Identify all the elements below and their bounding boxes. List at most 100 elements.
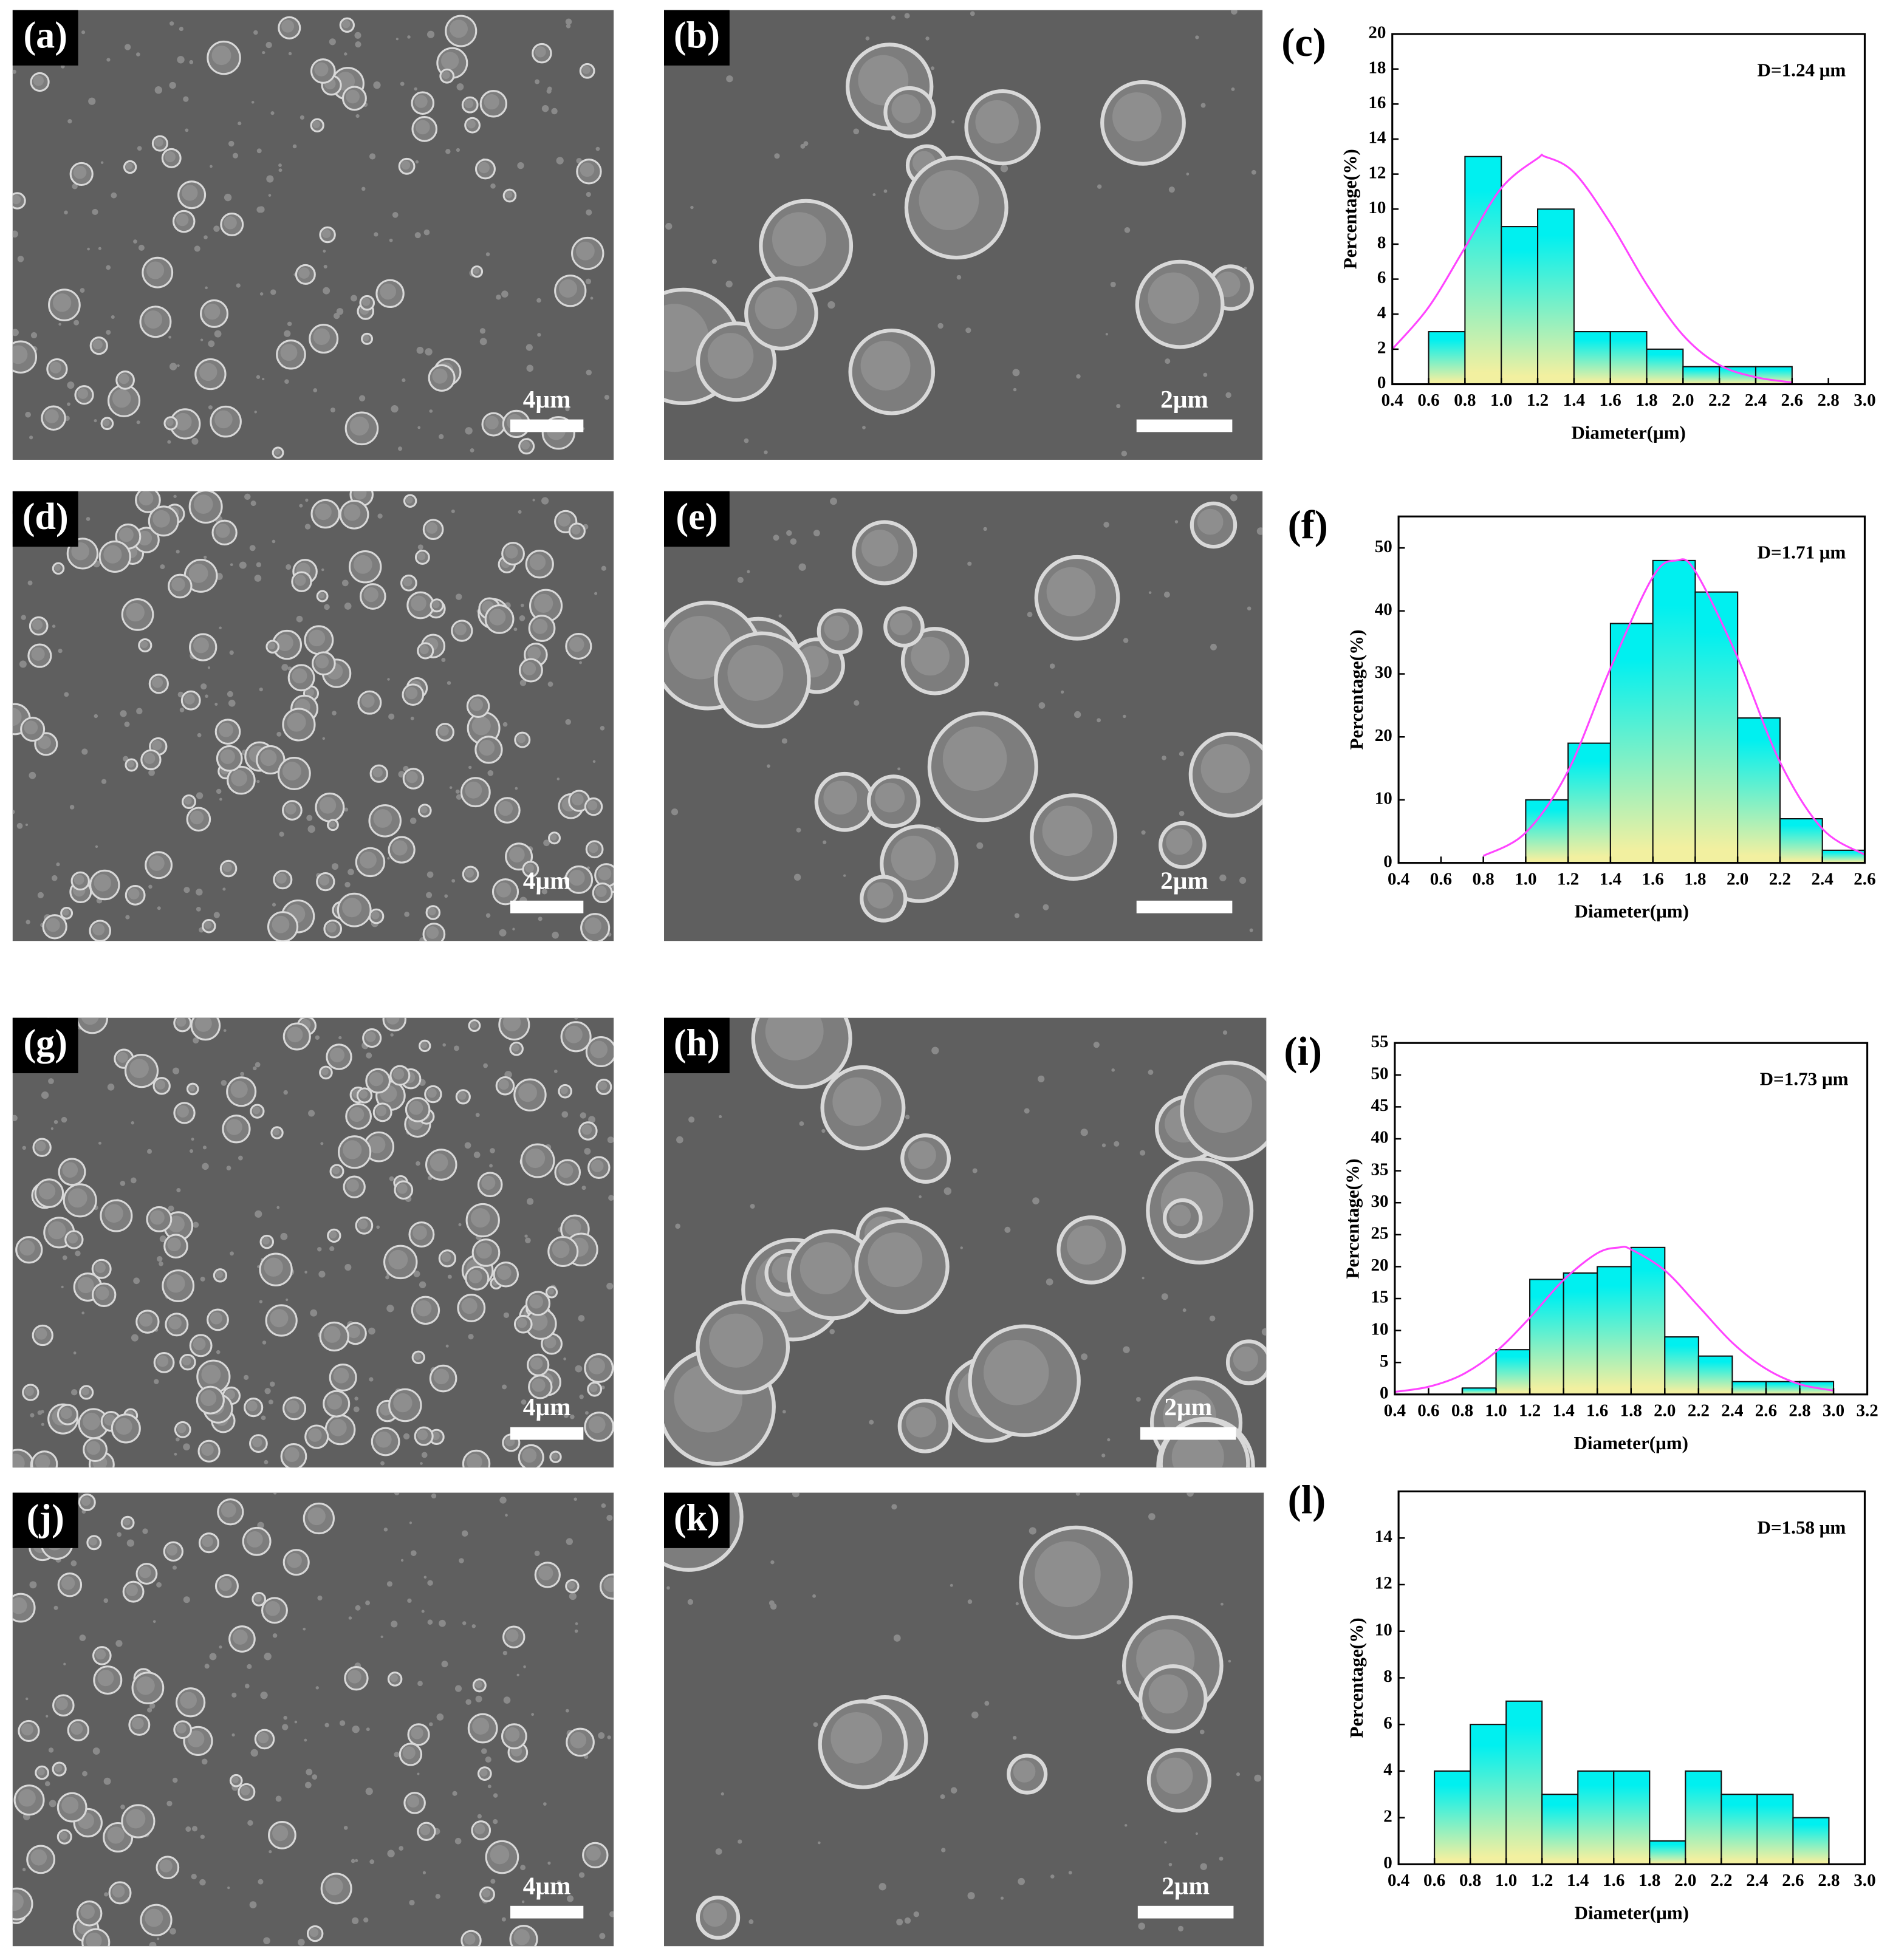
- particle-shade: [558, 279, 578, 298]
- dot: [189, 1149, 194, 1153]
- particle-shade: [580, 162, 595, 177]
- particle-shade: [313, 328, 330, 346]
- particle-shade: [273, 1129, 280, 1136]
- particle-shade: [103, 419, 110, 426]
- particle-shade: [365, 1031, 376, 1042]
- particle-shade: [390, 1674, 398, 1682]
- dot: [862, 426, 866, 429]
- dot: [521, 1399, 527, 1405]
- dot: [1075, 1492, 1080, 1496]
- dot: [229, 650, 234, 655]
- dot: [149, 1941, 157, 1947]
- dot: [324, 1723, 329, 1727]
- particle-shade: [571, 793, 584, 806]
- dot: [823, 840, 827, 844]
- particle-shade: [468, 1269, 482, 1283]
- y-tick-label: 12: [1375, 1574, 1392, 1593]
- particle-shade: [126, 603, 145, 622]
- x-tick-label: 2.8: [1818, 1871, 1840, 1890]
- particle-shade: [210, 1312, 223, 1325]
- particle-shade: [55, 1698, 68, 1710]
- particle-shade: [525, 863, 534, 873]
- dot: [607, 1136, 614, 1144]
- dot: [27, 580, 33, 586]
- dot: [956, 275, 962, 280]
- dot: [487, 770, 494, 776]
- dot: [125, 915, 130, 920]
- x-tick-label: 2.2: [1769, 869, 1791, 889]
- particle-shade: [983, 1339, 1049, 1405]
- particle-shade: [329, 821, 335, 828]
- dot: [1076, 374, 1081, 379]
- dot: [205, 694, 208, 698]
- dot: [865, 36, 870, 41]
- dot: [103, 1777, 111, 1785]
- dot: [254, 411, 257, 414]
- particle-shade: [522, 1448, 537, 1463]
- particle-shade: [287, 1026, 303, 1043]
- particle-shade: [432, 368, 448, 384]
- particle-shade: [534, 593, 553, 613]
- dot: [147, 1149, 152, 1154]
- dot: [1097, 718, 1101, 723]
- bar: [1664, 1336, 1699, 1395]
- dot: [799, 1121, 804, 1126]
- bar: [1609, 623, 1654, 864]
- dot: [391, 405, 399, 413]
- y-tick-label: 8: [1383, 1667, 1392, 1686]
- particle-shade: [765, 1017, 824, 1060]
- particle-shade: [799, 1242, 852, 1295]
- dot: [976, 842, 984, 849]
- x-tick-label: 1.4: [1567, 1871, 1589, 1890]
- dot: [1165, 358, 1171, 364]
- dot: [427, 1619, 433, 1625]
- dot: [156, 1582, 162, 1588]
- particle-shade: [470, 1208, 490, 1228]
- particle-shade: [343, 1140, 362, 1159]
- dot: [294, 1720, 298, 1724]
- dot: [183, 1596, 190, 1603]
- dot: [475, 1113, 480, 1118]
- dot: [403, 1433, 410, 1440]
- dot: [227, 1886, 230, 1890]
- dot: [351, 295, 357, 302]
- dot: [94, 419, 97, 423]
- dot: [721, 1792, 724, 1796]
- dot: [232, 152, 239, 159]
- x-tick-label: 2.0: [1654, 1401, 1676, 1421]
- dot: [21, 615, 26, 620]
- particle-shade: [417, 1429, 428, 1441]
- dot: [306, 814, 313, 821]
- particle-shade: [157, 1355, 169, 1367]
- dot: [1219, 1856, 1224, 1861]
- bar: [1779, 818, 1823, 864]
- dot: [905, 1115, 910, 1119]
- dot: [344, 603, 352, 610]
- x-tick-label: 1.2: [1557, 869, 1579, 889]
- dot: [456, 794, 462, 800]
- dot: [168, 1205, 174, 1212]
- dot: [1038, 702, 1046, 709]
- dot: [547, 1861, 551, 1865]
- particle-shade: [508, 847, 525, 862]
- dot: [402, 378, 406, 383]
- particle-shade: [371, 911, 380, 920]
- bar: [1428, 331, 1466, 385]
- dot: [228, 699, 236, 707]
- dot: [169, 1928, 176, 1935]
- dot: [556, 157, 564, 165]
- dot: [468, 765, 472, 770]
- dot: [88, 97, 96, 105]
- particle-shade: [174, 412, 192, 431]
- dot: [400, 1559, 404, 1562]
- dot: [984, 1701, 990, 1706]
- dot: [429, 409, 433, 413]
- dot: [1074, 711, 1081, 719]
- particle-shade: [417, 552, 426, 561]
- particle-shade: [123, 1518, 131, 1526]
- particles: [664, 1017, 1267, 1468]
- particles: [664, 10, 1256, 457]
- particle-shade: [420, 806, 428, 813]
- particle-shade: [312, 120, 320, 128]
- dot: [37, 892, 44, 898]
